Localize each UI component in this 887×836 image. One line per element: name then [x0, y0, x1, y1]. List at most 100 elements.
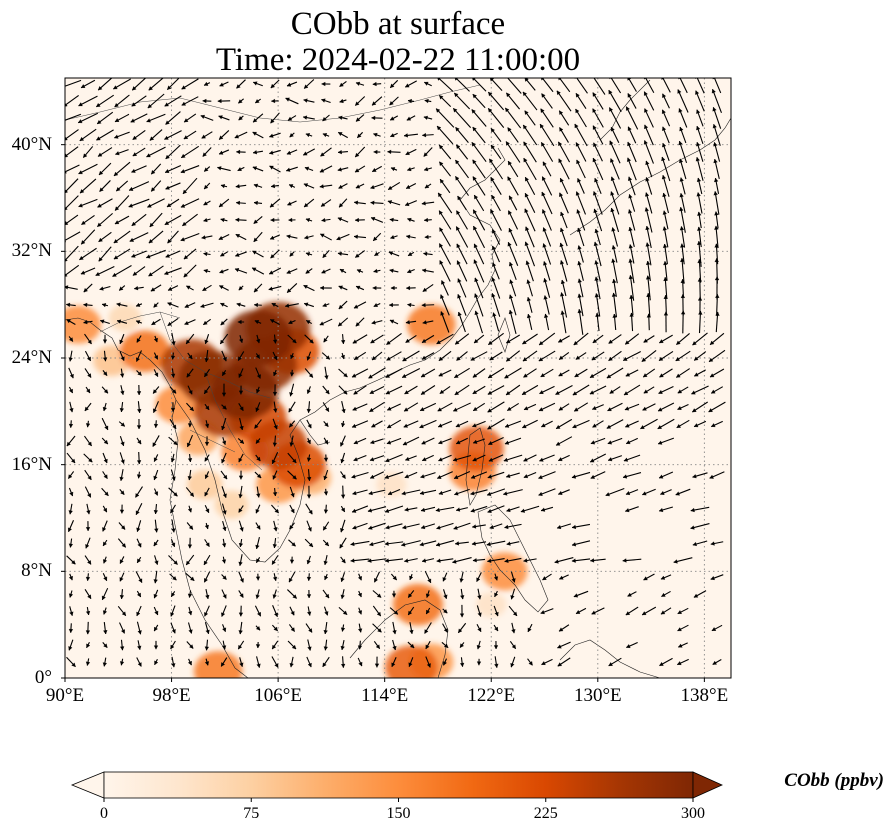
- wind-arrow-head: [80, 270, 86, 275]
- wind-arrow-head: [84, 406, 89, 412]
- wind-arrow-head: [86, 388, 91, 394]
- wind-arrow-head: [289, 392, 294, 397]
- wind-arrow-head: [186, 560, 191, 566]
- wind-arrow-head: [340, 528, 345, 533]
- wind-arrow-head: [340, 340, 346, 345]
- wind-arrow-head: [306, 457, 312, 462]
- wind-arrow-head: [219, 269, 224, 274]
- wind-arrow-head: [487, 508, 492, 513]
- wind-arrow-head: [289, 663, 294, 668]
- wind-arrow-head: [539, 390, 544, 394]
- wind-arrow-head: [391, 662, 396, 668]
- wind-arrow-head: [292, 338, 297, 344]
- wind-arrow-head: [626, 644, 631, 649]
- wind-arrow-head: [351, 508, 357, 513]
- wind-arrow-head: [373, 268, 378, 274]
- wind-arrow-head: [305, 133, 311, 138]
- wind-arrow-shaft: [696, 78, 705, 94]
- wind-arrow-head: [492, 262, 497, 267]
- wind-arrow-head: [370, 339, 375, 344]
- wind-arrow-head: [443, 609, 448, 614]
- wind-arrow-head: [323, 525, 328, 531]
- wind-arrow-head: [407, 251, 413, 256]
- wind-arrow-head: [577, 245, 582, 250]
- wind-arrow-head: [525, 176, 529, 182]
- wind-arrow-head: [102, 527, 107, 532]
- wind-arrow-shaft: [491, 293, 501, 317]
- wind-arrow-head: [355, 152, 360, 158]
- wind-arrow-head: [676, 423, 681, 428]
- lon-tick-label: 106°E: [254, 685, 302, 706]
- wind-arrow-head: [165, 120, 170, 125]
- wind-arrow-head: [237, 319, 242, 325]
- wind-arrow-head: [422, 457, 427, 462]
- wind-arrow-head: [302, 151, 308, 156]
- wind-arrow-shaft: [487, 91, 505, 111]
- wind-arrow-head: [350, 558, 355, 563]
- wind-arrow-head: [352, 406, 357, 411]
- wind-arrow-head: [610, 207, 615, 213]
- wind-arrow-head: [472, 126, 477, 132]
- wind-arrow-head: [342, 610, 348, 615]
- wind-arrow-head: [164, 102, 169, 107]
- wind-arrow-head: [455, 507, 461, 512]
- wind-arrow-head: [255, 544, 260, 550]
- wind-arrow-head: [401, 373, 407, 378]
- wind-arrow-head: [121, 543, 126, 548]
- wind-arrow-head: [487, 425, 492, 430]
- wind-arrow-head: [711, 88, 716, 94]
- wind-arrow-head: [357, 610, 363, 615]
- wind-arrow-head: [454, 390, 460, 395]
- wind-arrow-head: [288, 217, 293, 223]
- wind-arrow-head: [629, 294, 634, 299]
- wind-arrow-head: [663, 311, 669, 316]
- wind-arrow-head: [319, 168, 325, 173]
- wind-arrow-head: [371, 167, 377, 172]
- wind-arrow-head: [404, 83, 410, 88]
- wind-arrow-head: [353, 390, 358, 395]
- wind-arrow-head: [715, 311, 720, 316]
- wind-arrow-head: [170, 458, 175, 463]
- wind-arrow-head: [628, 244, 633, 249]
- wind-arrow-head: [692, 541, 697, 547]
- wind-arrow-head: [594, 260, 599, 265]
- wind-arrow-head: [252, 250, 257, 255]
- wind-arrow-head: [292, 594, 297, 599]
- wind-arrow-head: [577, 260, 582, 266]
- wind-arrow-shaft: [715, 225, 719, 249]
- wind-arrow-head: [422, 287, 428, 292]
- wind-arrow-head: [388, 251, 394, 256]
- wind-arrow-head: [147, 103, 153, 109]
- lon-tick-label: 138°E: [680, 685, 729, 706]
- wind-arrow-head: [103, 371, 108, 376]
- wind-arrow-head: [65, 189, 69, 194]
- wind-arrow-head: [202, 152, 207, 157]
- wind-arrow-shaft: [714, 191, 720, 215]
- wind-arrow-head: [472, 373, 478, 378]
- wind-arrow-head: [490, 177, 495, 182]
- map-frame: [64, 77, 732, 679]
- wind-arrow-head: [645, 160, 650, 166]
- wind-arrow-head: [83, 320, 88, 325]
- wind-arrow-head: [490, 128, 495, 133]
- wind-arrow-head: [119, 476, 124, 482]
- wind-arrow-head: [323, 630, 328, 635]
- wind-arrow-head: [83, 302, 88, 308]
- wind-arrow-shaft: [578, 309, 584, 335]
- wind-arrow-head: [290, 627, 295, 632]
- wind-arrow-head: [543, 295, 548, 300]
- wind-arrow-head: [456, 260, 461, 265]
- wind-arrow-head: [442, 577, 447, 582]
- wind-arrow-head: [643, 576, 648, 581]
- wind-arrow-head: [203, 217, 208, 223]
- wind-arrow-head: [353, 304, 359, 309]
- wind-arrow-head: [218, 115, 223, 120]
- wind-arrow-head: [523, 474, 529, 479]
- wind-arrow-head: [103, 474, 108, 479]
- wind-arrow-head: [575, 191, 580, 196]
- wind-arrow-head: [307, 476, 312, 482]
- wind-arrow-head: [284, 303, 290, 308]
- wind-arrow-head: [253, 237, 258, 243]
- wind-arrow-head: [65, 121, 66, 123]
- wind-arrow-head: [644, 108, 649, 113]
